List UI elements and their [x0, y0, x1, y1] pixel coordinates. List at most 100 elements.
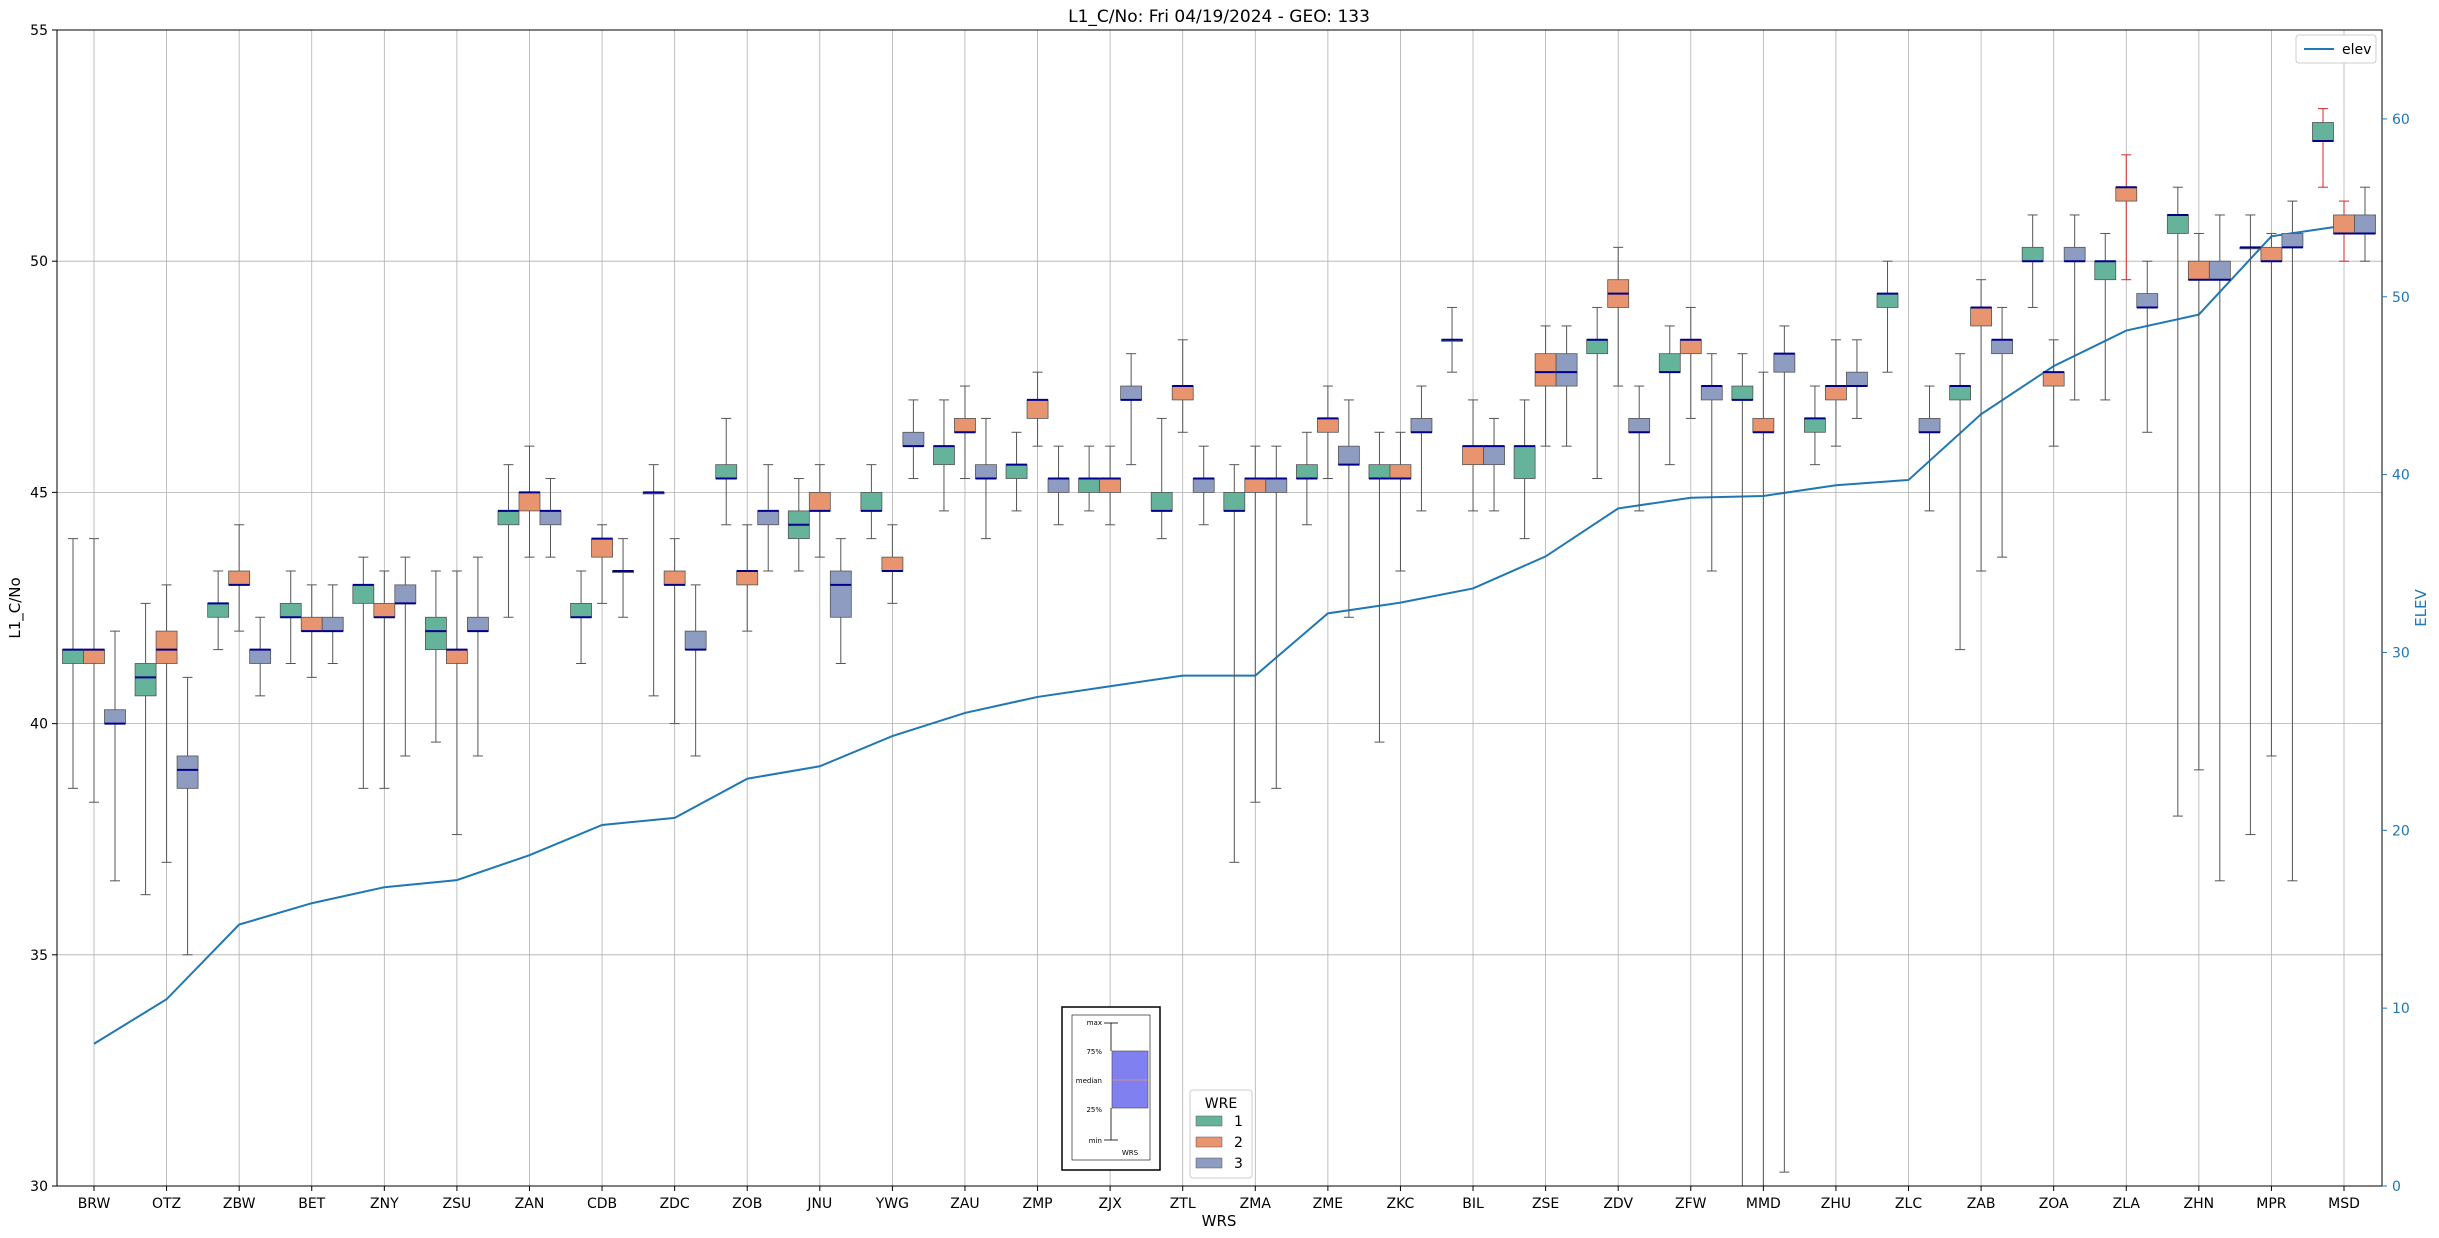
- box-ZJX-wre-2: [1099, 445, 1122, 526]
- wre-legend-swatch-2: [1195, 1136, 1223, 1148]
- box-JNU-wre-1: [787, 478, 810, 572]
- box-body: [1047, 478, 1070, 493]
- box-ZAB-wre-3: [1991, 306, 2013, 558]
- x-tick-label: ZAB: [1967, 1196, 1996, 1212]
- box-ZAN-wre-3: [539, 478, 562, 558]
- wre-legend-label-2: 2: [1234, 1135, 1243, 1151]
- box-body: [1825, 385, 1847, 401]
- x-tick-label: MSD: [2328, 1196, 2360, 1212]
- box-ZDV-wre-3: [1628, 385, 1651, 512]
- x-tick-label: ZKC: [1387, 1196, 1415, 1212]
- box-ZDC-wre-2: [663, 538, 686, 725]
- box-body: [1389, 464, 1412, 479]
- box-key-sample: [1111, 1050, 1149, 1109]
- key-label-min: min: [1089, 1137, 1102, 1145]
- box-body: [2281, 233, 2304, 248]
- wre-legend-swatch-3: [1195, 1157, 1223, 1169]
- box-ZBW-wre-1: [207, 570, 230, 651]
- x-tick-label: OTZ: [152, 1196, 181, 1212]
- box-ZDV-wre-2: [1607, 246, 1630, 387]
- box-layer: [62, 108, 2376, 1186]
- x-tick-label: ZAN: [515, 1196, 545, 1212]
- x-tick-label: ZME: [1313, 1196, 1344, 1212]
- box-BRW-wre-3: [104, 630, 126, 882]
- box-ZLC-wre-3: [1918, 385, 1941, 512]
- y-right-tick-label: 30: [2392, 645, 2410, 661]
- box-ZKC-wre-3: [1410, 385, 1433, 512]
- box-body: [1171, 385, 1194, 401]
- box-CDB-wre-3: [612, 538, 634, 618]
- box-body: [591, 538, 613, 558]
- elev-line: [93, 224, 2345, 1045]
- y-tick-label: 30: [30, 1179, 48, 1195]
- box-body: [1150, 491, 1173, 512]
- y-right-tick-label: 50: [2392, 290, 2410, 306]
- box-ZLA-wre-3: [2136, 260, 2159, 433]
- box-body: [155, 630, 178, 664]
- box-body: [518, 491, 541, 512]
- box-body: [249, 649, 272, 664]
- y-axis-label: L1_C/No: [6, 577, 25, 638]
- box-ZDV-wre-1: [1586, 306, 1609, 480]
- x-tick-label: MPR: [2256, 1196, 2287, 1212]
- box-body: [1223, 491, 1246, 512]
- box-body: [104, 709, 126, 725]
- box-body: [2354, 214, 2376, 234]
- box-ZAN-wre-2: [518, 445, 541, 558]
- box-BET-wre-2: [300, 584, 323, 678]
- box-body: [1120, 385, 1143, 401]
- box-ZME-wre-1: [1295, 431, 1318, 526]
- box-ZLA-wre-2: [2115, 154, 2138, 281]
- box-body: [2021, 246, 2044, 262]
- y-tick-label: 45: [30, 485, 48, 501]
- box-ZSU-wre-3: [467, 556, 489, 757]
- y-tick-label: 35: [30, 948, 48, 964]
- x-tick-label: ZBW: [223, 1196, 256, 1212]
- box-body: [1846, 371, 1868, 387]
- box-body: [1337, 445, 1360, 466]
- box-ZBW-wre-2: [228, 524, 251, 632]
- box-MSD-wre-2: [2333, 200, 2355, 262]
- box-ZTL-wre-3: [1192, 445, 1215, 526]
- box-MMD-wre-1: [1731, 353, 1754, 1186]
- box-body: [860, 491, 883, 512]
- box-body: [663, 570, 686, 586]
- wre-legend-swatch-1: [1195, 1115, 1223, 1127]
- box-body: [134, 663, 157, 697]
- box-body: [1265, 478, 1288, 493]
- x-tick-label: BRW: [78, 1196, 111, 1212]
- box-ZHU-wre-1: [1804, 385, 1826, 466]
- box-body: [1513, 445, 1536, 479]
- box-ZMP-wre-1: [1005, 431, 1028, 512]
- x-tick-label: ZNY: [370, 1196, 399, 1212]
- box-body: [1316, 418, 1339, 433]
- box-YWG-wre-3: [902, 399, 925, 480]
- box-body: [1295, 464, 1318, 479]
- box-body: [176, 755, 199, 789]
- wre-legend-title: WRE: [1205, 1096, 1237, 1112]
- x-tick-label: ZFW: [1675, 1196, 1707, 1212]
- box-key: max 75% median 25% min WRS: [1061, 1006, 1161, 1171]
- box-ZTL-wre-2: [1171, 339, 1194, 433]
- box-ZOA-wre-3: [2063, 214, 2086, 401]
- box-body: [2115, 186, 2138, 202]
- box-ZAB-wre-2: [1970, 279, 1992, 572]
- box-body: [954, 418, 976, 433]
- box-body: [1949, 385, 1971, 401]
- box-body: [902, 431, 925, 447]
- x-tick-label: ZMP: [1022, 1196, 1052, 1212]
- box-ZHN-wre-1: [2166, 186, 2189, 817]
- box-body: [1483, 445, 1505, 466]
- x-tick-label: ZHU: [1821, 1196, 1851, 1212]
- box-ZHU-wre-2: [1825, 339, 1847, 447]
- y-right-tick-label: 40: [2392, 468, 2410, 484]
- key-label-max: max: [1087, 1019, 1102, 1027]
- box-MPR-wre-1: [2239, 214, 2262, 836]
- box-ZNY-wre-3: [394, 556, 417, 757]
- box-ZJX-wre-3: [1120, 353, 1143, 466]
- box-body: [1804, 418, 1826, 433]
- box-body: [62, 649, 84, 664]
- box-body: [1773, 353, 1796, 373]
- box-ZOB-wre-1: [715, 417, 738, 526]
